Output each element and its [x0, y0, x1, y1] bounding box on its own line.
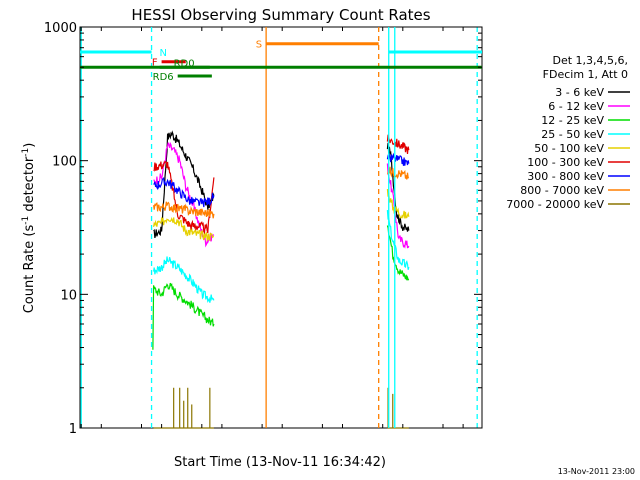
state-label-rd6: RD6 — [153, 72, 174, 83]
y-axis-label-mid: detector — [22, 156, 37, 216]
y-axis-label: Count Rate (s-1 detector-1) — [21, 143, 37, 314]
y-axis-label-sup1: -1 — [21, 216, 31, 225]
series-line-3-0 — [153, 256, 215, 303]
legend-label-4: 50 - 100 keV — [534, 142, 604, 155]
series-line-0-0 — [153, 130, 215, 239]
y-axis-label-end: ) — [22, 143, 37, 148]
y-tick-label-3: 1000 — [44, 21, 77, 36]
y-tick-label-1: 10 — [60, 288, 77, 303]
series-line-3-1 — [386, 210, 410, 270]
series-line-5-0 — [153, 161, 215, 235]
legend-label-0: 3 - 6 keV — [555, 86, 604, 99]
y-axis-label-main: Count Rate (s — [22, 225, 37, 314]
series-line-6-1 — [386, 152, 410, 166]
state-label-n: N — [160, 48, 167, 59]
series-line-6-0 — [153, 177, 215, 208]
legend-label-6: 300 - 800 keV — [527, 170, 604, 183]
series-layer — [152, 130, 410, 429]
series-line-2-0 — [152, 282, 215, 350]
tick-layer: 110100100016:4517:0017:1517:3017:4518:00 — [44, 21, 482, 437]
legend-label-5: 100 - 300 keV — [527, 156, 604, 169]
legend-label-7: 800 - 7000 keV — [520, 184, 604, 197]
date-stamp: 13-Nov-2011 23:00 — [558, 467, 635, 476]
legend: Det 1,3,4,5,6, FDecim 1, Att 0 3 - 6 keV… — [506, 54, 630, 211]
legend-header-2: FDecim 1, Att 0 — [543, 68, 628, 81]
series-line-5-1 — [386, 134, 410, 154]
series-line-1-1 — [386, 163, 410, 249]
y-tick-label-2: 100 — [52, 155, 77, 170]
series-line-2-1 — [386, 225, 410, 281]
series-line-7-1 — [386, 166, 410, 180]
chart-title: HESSI Observing Summary Count Rates — [131, 6, 430, 24]
plot-frame — [79, 26, 483, 429]
series-line-7-0 — [153, 201, 215, 219]
state-label-rd0: RD0 — [174, 59, 195, 70]
legend-label-8: 7000 - 20000 keV — [506, 198, 604, 211]
y-axis-label-sup2: -1 — [21, 148, 31, 157]
legend-label-2: 12 - 25 keV — [541, 114, 604, 127]
legend-label-3: 25 - 50 keV — [541, 128, 604, 141]
series-line-4-0 — [153, 216, 214, 242]
legend-header-1: Det 1,3,4,5,6, — [552, 54, 628, 67]
x-axis-label: Start Time (13-Nov-11 16:34:42) — [174, 455, 386, 470]
legend-label-1: 6 - 12 keV — [548, 100, 604, 113]
y-tick-label-0: 1 — [69, 422, 77, 437]
state-label-f: F — [152, 58, 158, 69]
series-line-4-1 — [386, 189, 410, 219]
state-label-s: S — [256, 40, 262, 51]
